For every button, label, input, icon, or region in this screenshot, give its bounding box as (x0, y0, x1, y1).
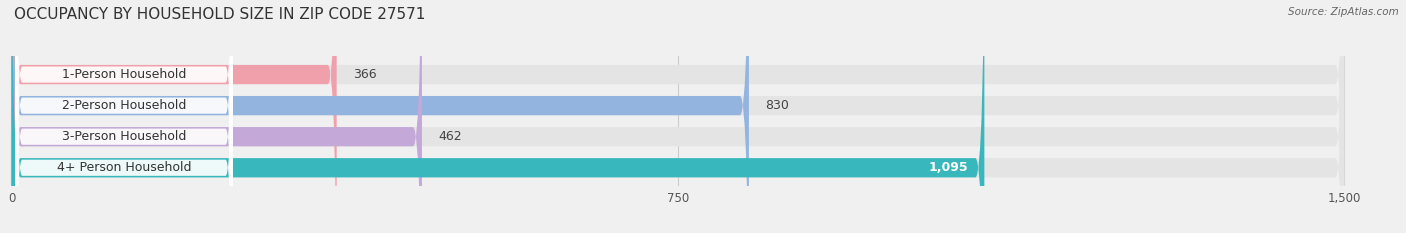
FancyBboxPatch shape (11, 0, 749, 233)
Text: 3-Person Household: 3-Person Household (62, 130, 186, 143)
Text: 1,095: 1,095 (929, 161, 969, 174)
FancyBboxPatch shape (15, 0, 233, 233)
FancyBboxPatch shape (11, 0, 336, 233)
Text: OCCUPANCY BY HOUSEHOLD SIZE IN ZIP CODE 27571: OCCUPANCY BY HOUSEHOLD SIZE IN ZIP CODE … (14, 7, 426, 22)
Text: 366: 366 (353, 68, 377, 81)
Text: 1-Person Household: 1-Person Household (62, 68, 186, 81)
FancyBboxPatch shape (15, 0, 233, 233)
FancyBboxPatch shape (15, 0, 233, 233)
Text: 4+ Person Household: 4+ Person Household (56, 161, 191, 174)
Text: 830: 830 (765, 99, 789, 112)
FancyBboxPatch shape (11, 0, 1344, 233)
FancyBboxPatch shape (15, 0, 233, 233)
Text: 462: 462 (437, 130, 461, 143)
Text: Source: ZipAtlas.com: Source: ZipAtlas.com (1288, 7, 1399, 17)
FancyBboxPatch shape (11, 0, 1344, 233)
FancyBboxPatch shape (11, 0, 422, 233)
Text: 2-Person Household: 2-Person Household (62, 99, 186, 112)
FancyBboxPatch shape (11, 0, 1344, 233)
FancyBboxPatch shape (11, 0, 984, 233)
FancyBboxPatch shape (11, 0, 1344, 233)
